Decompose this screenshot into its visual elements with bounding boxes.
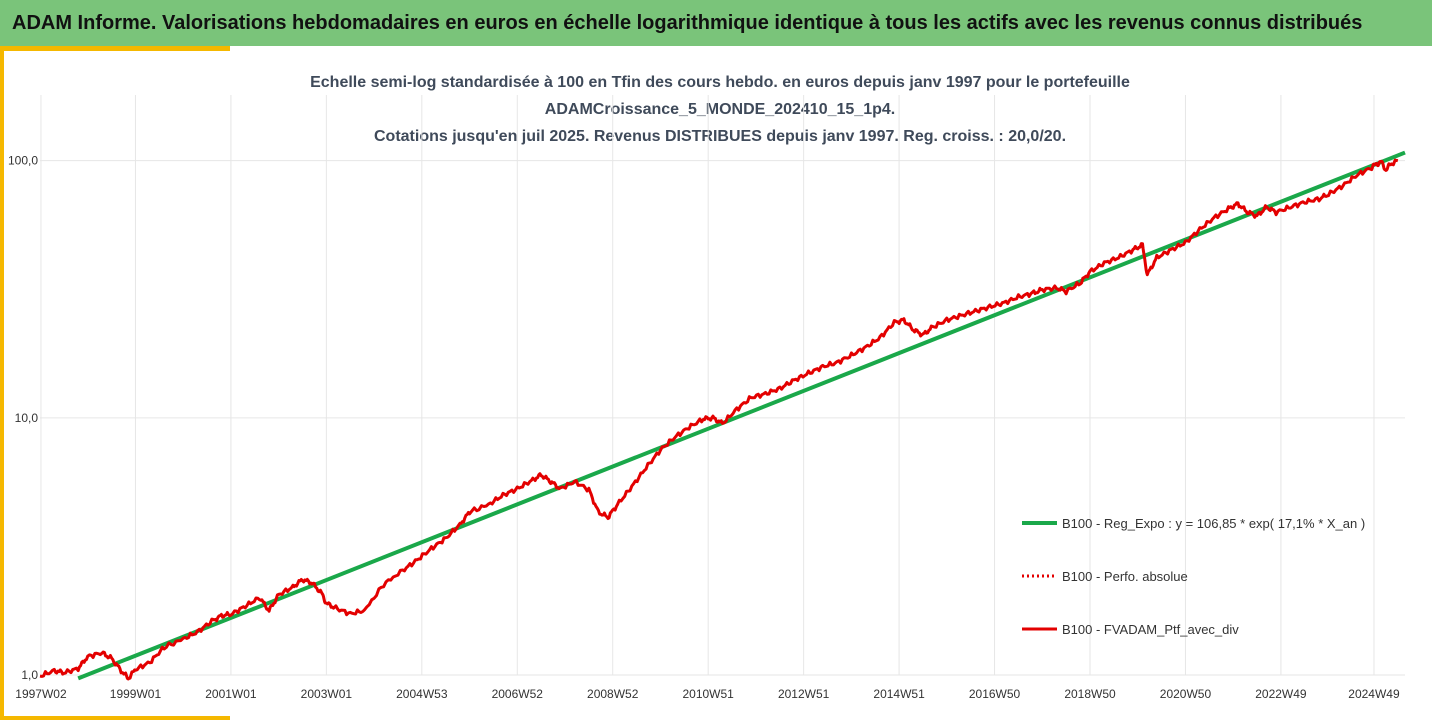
axis-ticks: 1997W02 1999W01 2001W01 2003W01 2004W53 2006W… — [8, 154, 1400, 701]
x-tick-label: 1997W02 — [15, 687, 67, 701]
chart-title-line-2: ADAMCroissance_5_MONDE_202410_15_1p4. — [545, 101, 895, 118]
y-tick-label: 10,0 — [15, 411, 39, 425]
x-tick-label: 2001W01 — [205, 687, 257, 701]
legend-label: B100 - Perfo. absolue — [1062, 569, 1188, 584]
x-tick-label: 1999W01 — [110, 687, 162, 701]
x-tick-label: 2004W53 — [396, 687, 448, 701]
x-tick-label: 2008W52 — [587, 687, 639, 701]
x-tick-label: 2014W51 — [873, 687, 925, 701]
regression-series-line — [77, 150, 1406, 681]
chart-title-line-3: Cotations jusqu'en juil 2025. Revenus DI… — [374, 128, 1066, 145]
x-tick-label: 2024W49 — [1348, 687, 1400, 701]
x-tick-label: 2018W50 — [1064, 687, 1116, 701]
x-tick-label: 2020W50 — [1160, 687, 1212, 701]
grid — [40, 95, 1405, 676]
accent-bar-top — [0, 46, 230, 51]
series-layer — [39, 150, 1406, 681]
legend-label: B100 - Reg_Expo : y = 106,85 * exp( 17,1… — [1062, 516, 1365, 531]
legend: B100 - Reg_Expo : y = 106,85 * exp( 17,1… — [1022, 516, 1365, 637]
x-tick-label: 2012W51 — [778, 687, 830, 701]
portfolio-series-line — [39, 158, 1399, 681]
x-tick-label: 2003W01 — [301, 687, 353, 701]
accent-bar-bottom — [0, 716, 230, 720]
accent-bar-left — [0, 46, 4, 720]
legend-label: B100 - FVADAM_Ptf_avec_div — [1062, 622, 1239, 637]
y-tick-label: 100,0 — [8, 154, 38, 168]
x-tick-label: 2016W50 — [969, 687, 1021, 701]
page-title: ADAM Informe. Valorisations hebdomadaire… — [12, 12, 1363, 34]
y-tick-label: 1,0 — [21, 668, 38, 682]
x-tick-label: 2022W49 — [1255, 687, 1307, 701]
x-tick-label: 2010W51 — [682, 687, 734, 701]
x-tick-label: 2006W52 — [492, 687, 544, 701]
header-bar: ADAM Informe. Valorisations hebdomadaire… — [0, 0, 1432, 46]
chart-title-line-1: Echelle semi-log standardisée à 100 en T… — [310, 74, 1130, 91]
chart-title: Echelle semi-log standardisée à 100 en T… — [310, 74, 1130, 145]
